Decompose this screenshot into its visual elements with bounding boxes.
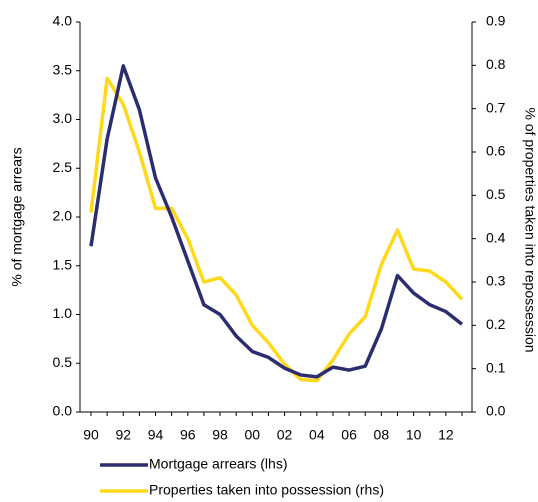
x-tick-label: 10	[406, 427, 422, 443]
y2-tick-label: 0.6	[486, 143, 506, 159]
y2-tick-label: 0.4	[486, 229, 506, 245]
y-tick-label: 1.5	[53, 256, 73, 272]
y2-tick-label: 0.5	[486, 186, 506, 202]
y-tick-label: 1.0	[53, 305, 73, 321]
x-tick-label: 90	[83, 427, 99, 443]
y-tick-label: 3.0	[53, 110, 73, 126]
legend-label: Mortgage arrears (lhs)	[149, 456, 288, 472]
y-tick-label: 3.5	[53, 61, 73, 77]
y-axis-label: % of mortgage arrears	[9, 147, 25, 286]
y-tick-label: 2.5	[53, 159, 73, 175]
x-tick-label: 94	[148, 427, 164, 443]
y2-tick-label: 0.2	[486, 316, 506, 332]
x-tick-label: 02	[277, 427, 293, 443]
series-line	[89, 64, 464, 379]
x-tick-label: 12	[438, 427, 454, 443]
y2-tick-label: 0.8	[486, 56, 506, 72]
x-tick-label: 06	[341, 427, 357, 443]
y2-tick-label: 0.1	[486, 359, 506, 375]
y-tick-label: 0.0	[53, 403, 73, 419]
x-tick-label: 00	[245, 427, 261, 443]
x-tick-label: 92	[115, 427, 131, 443]
series-line	[89, 76, 464, 383]
y-tick-label: 4.0	[53, 13, 73, 29]
y2-tick-label: 0.9	[486, 13, 506, 29]
y-tick-label: 2.0	[53, 208, 73, 224]
y2-axis-label: % of properties taken into repossession	[522, 107, 538, 352]
x-tick-label: 98	[212, 427, 228, 443]
x-tick-label: 04	[309, 427, 325, 443]
y2-tick-label: 0.3	[486, 273, 506, 289]
y2-tick-label: 0.7	[486, 99, 506, 115]
y-tick-label: 0.5	[53, 354, 73, 370]
x-tick-label: 96	[180, 427, 196, 443]
legend-label: Properties taken into possession (rhs)	[149, 482, 384, 498]
y2-tick-label: 0.0	[486, 403, 506, 419]
x-tick-label: 08	[374, 427, 390, 443]
